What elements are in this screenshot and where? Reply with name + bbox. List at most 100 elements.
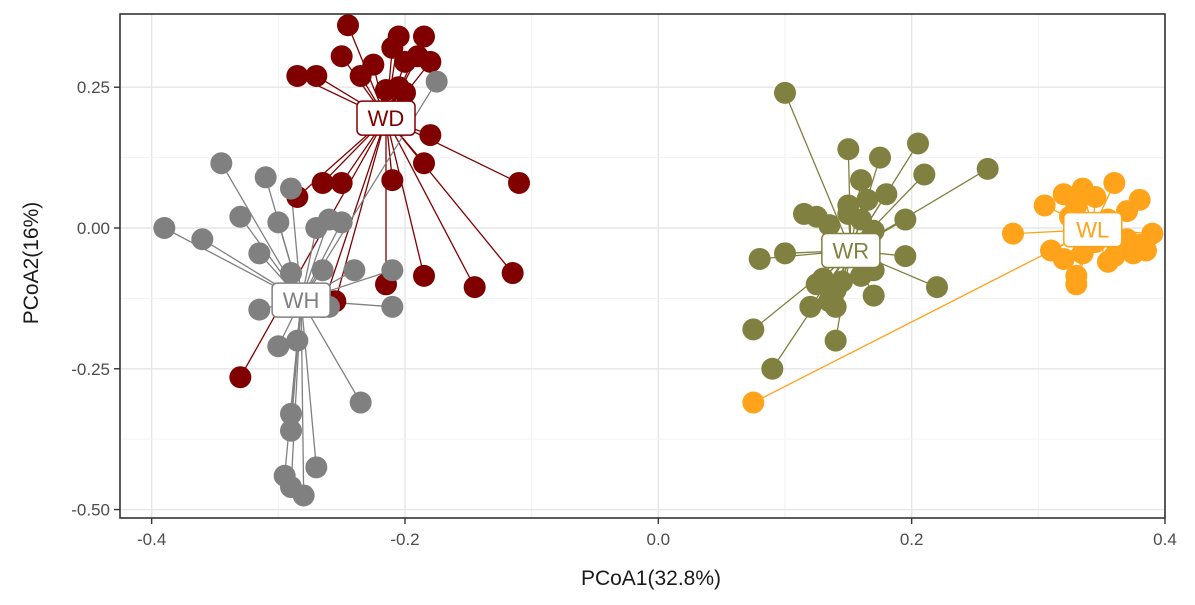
spoke-wd — [385, 117, 514, 274]
point-wd — [381, 169, 404, 192]
point-wh — [343, 259, 366, 282]
point-wl — [1097, 250, 1119, 273]
point-wd — [337, 14, 359, 37]
point-wh — [153, 216, 176, 239]
point-wd — [286, 64, 309, 87]
point-wd — [311, 171, 334, 194]
point-wl — [742, 391, 765, 414]
y-axis-title: PCoA2(16%) — [20, 202, 43, 325]
point-wh — [292, 484, 315, 507]
point-wl — [1071, 242, 1094, 265]
spoke-wh — [284, 300, 302, 476]
point-wr — [824, 329, 847, 352]
point-wd — [330, 45, 353, 68]
point-wl — [1084, 186, 1107, 209]
point-wh — [280, 262, 302, 285]
point-wr — [774, 81, 796, 104]
point-wd — [501, 262, 524, 285]
point-wh — [425, 70, 448, 93]
point-wr — [856, 188, 879, 211]
y-tick-label: 0.25 — [77, 78, 110, 97]
point-wh — [229, 205, 252, 228]
point-wr — [818, 214, 841, 237]
point-wh — [210, 152, 233, 175]
point-wh — [267, 211, 290, 234]
centroid-label-text: WR — [833, 239, 870, 264]
point-wl — [1065, 273, 1088, 296]
y-tick-label: -0.25 — [71, 360, 110, 379]
point-wh — [248, 242, 271, 265]
x-axis-title: PCoA1(32.8%) — [581, 567, 721, 590]
point-wd — [413, 152, 435, 175]
centroid-label-box — [356, 100, 416, 136]
x-tick-label: 0.0 — [647, 530, 671, 549]
point-wr — [824, 295, 847, 318]
centroid-wl: WL — [1063, 211, 1123, 248]
point-wh — [267, 335, 290, 358]
spoke-wd — [385, 118, 425, 277]
y-axis: -0.50 -0.25 0.00 0.25 — [71, 78, 120, 520]
plot-border — [119, 13, 1166, 519]
centroid-label-text: WH — [283, 288, 320, 313]
point-wd — [394, 81, 416, 104]
point-wr — [869, 146, 891, 169]
point-wr — [894, 208, 917, 231]
point-wl — [1033, 194, 1056, 217]
point-wl — [1052, 247, 1075, 270]
point-wh — [330, 211, 353, 234]
point-wr — [850, 169, 872, 192]
point-wl — [1103, 171, 1126, 194]
x-tick-label: -0.4 — [137, 530, 166, 549]
point-wr — [894, 245, 917, 268]
spoke-wl — [753, 229, 1094, 404]
point-wr — [875, 183, 898, 206]
point-wr — [742, 318, 765, 341]
point-wh — [349, 391, 372, 414]
spoke-wd — [385, 117, 476, 288]
centroid-wr: WR — [821, 232, 881, 269]
point-wh — [305, 216, 328, 239]
centroid-label-text: WL — [1076, 218, 1109, 243]
point-wr — [748, 247, 771, 270]
point-wd — [419, 124, 442, 147]
point-wh — [381, 295, 404, 318]
x-axis: -0.4 -0.2 0.0 0.2 0.4 — [137, 518, 1177, 549]
centroid-label-text: WD — [368, 106, 405, 131]
point-wd — [394, 50, 416, 73]
point-wr — [862, 284, 885, 307]
point-wd — [330, 171, 353, 194]
point-wd — [413, 25, 435, 48]
y-tick-label: 0.00 — [77, 219, 110, 238]
point-wr — [850, 264, 872, 287]
point-wd — [229, 366, 252, 389]
centroid-labels: WD WH WR WL — [271, 100, 1123, 318]
point-wh — [280, 402, 302, 425]
spoke-wh — [300, 300, 317, 468]
centroid-label-box — [1063, 211, 1123, 248]
point-wr — [926, 276, 948, 299]
x-tick-label: 0.4 — [1153, 530, 1177, 549]
point-wd — [508, 171, 530, 194]
point-wr — [837, 138, 860, 161]
centroid-wh: WH — [271, 282, 331, 318]
point-wr — [913, 163, 936, 186]
spoke-wh — [290, 188, 302, 301]
centroid-wd: WD — [356, 100, 416, 136]
point-wr — [976, 157, 999, 180]
point-wd — [463, 276, 486, 299]
point-wr — [761, 357, 784, 380]
point-wl — [1122, 242, 1145, 265]
point-wd — [349, 64, 372, 87]
point-wh — [305, 456, 328, 479]
point-wd — [419, 50, 442, 73]
point-wr — [799, 295, 822, 318]
point-wh — [311, 259, 334, 282]
point-wh — [280, 419, 302, 442]
point-wr — [774, 242, 796, 265]
point-wh — [254, 166, 277, 189]
point-wr — [907, 132, 929, 155]
centroid-label-box — [821, 232, 881, 269]
point-wh — [286, 329, 309, 352]
spoke-wd — [322, 117, 387, 308]
